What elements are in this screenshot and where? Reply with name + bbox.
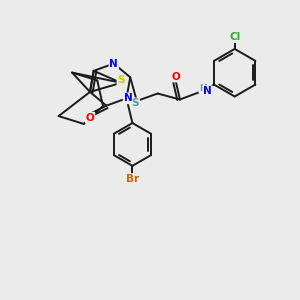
Text: N: N — [124, 93, 132, 103]
Text: H: H — [199, 84, 207, 93]
Text: Cl: Cl — [229, 32, 240, 42]
Text: S: S — [117, 75, 125, 85]
Text: N: N — [110, 58, 118, 68]
Text: S: S — [132, 98, 139, 108]
Text: O: O — [86, 112, 94, 123]
Text: N: N — [203, 86, 212, 96]
Text: O: O — [171, 72, 180, 82]
Text: Br: Br — [126, 174, 139, 184]
